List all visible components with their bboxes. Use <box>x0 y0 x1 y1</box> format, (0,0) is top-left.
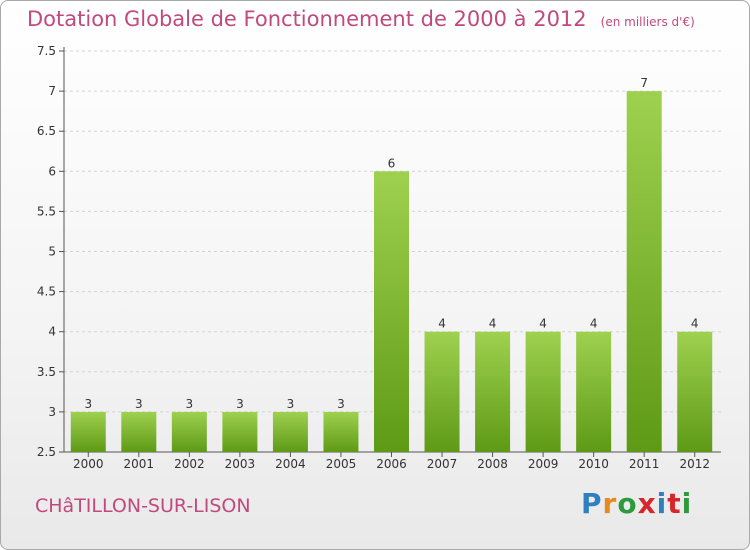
y-tick-label: 6.5 <box>37 124 56 138</box>
data-label: 3 <box>84 397 92 411</box>
logo-letter: r <box>602 487 618 520</box>
y-tick-label: 4 <box>48 325 56 339</box>
bar <box>171 411 207 452</box>
y-tick-label: 3 <box>48 405 56 419</box>
logo-letter: x <box>637 487 657 520</box>
bar <box>475 331 511 452</box>
bar <box>121 411 157 452</box>
bar <box>70 411 106 452</box>
bar <box>374 171 409 453</box>
logo-letter: P <box>581 487 603 520</box>
bar <box>424 331 460 452</box>
data-label: 3 <box>135 397 143 411</box>
bar <box>576 331 612 452</box>
logo-letter: i <box>681 487 693 520</box>
x-tick-label: 2009 <box>528 457 559 471</box>
chart-title: Dotation Globale de Fonctionnement de 20… <box>27 7 695 31</box>
data-label: 3 <box>287 397 295 411</box>
y-tick-labels: 2.5 3 3.5 4 4.5 5 5.5 6 6.5 7 7.5 <box>37 44 56 459</box>
x-tick-label: 2011 <box>629 457 660 471</box>
data-labels: 3 3 3 3 3 3 6 4 4 4 4 7 4 <box>84 76 698 411</box>
x-tick-label: 2001 <box>124 457 155 471</box>
data-label: 4 <box>691 317 699 331</box>
data-label: 4 <box>539 317 547 331</box>
y-tick-label: 5.5 <box>37 204 56 218</box>
bar <box>323 411 359 452</box>
proxiti-logo: Proxiti <box>581 487 692 520</box>
bar <box>525 331 561 452</box>
data-label: 6 <box>388 156 396 170</box>
data-label: 3 <box>186 397 194 411</box>
data-label: 3 <box>236 397 244 411</box>
chart-subtitle: (en milliers d'€) <box>600 15 695 29</box>
y-tick-label: 7.5 <box>37 44 56 58</box>
bar <box>272 411 308 452</box>
x-tick-label: 2003 <box>225 457 256 471</box>
y-tick-label: 5 <box>48 245 56 259</box>
logo-letter: o <box>617 487 638 520</box>
x-tick-label: 2008 <box>477 457 508 471</box>
x-tick-labels: 2000 2001 2002 2003 2004 2005 2006 2007 2008 2009… <box>73 457 710 471</box>
y-tick-label: 7 <box>48 84 56 98</box>
chart-title-text: Dotation Globale de Fonctionnement de 20… <box>27 7 587 31</box>
x-tick-label: 2000 <box>73 457 104 471</box>
data-label: 7 <box>640 76 648 90</box>
x-tick-label: 2002 <box>174 457 205 471</box>
y-tick-label: 4.5 <box>37 285 56 299</box>
bar <box>677 331 713 452</box>
y-tick-label: 3.5 <box>37 365 56 379</box>
data-label: 3 <box>337 397 345 411</box>
bars <box>70 91 713 453</box>
data-label: 4 <box>438 317 446 331</box>
logo-letter: t <box>667 487 682 520</box>
bar <box>626 91 662 452</box>
logo-letter: i <box>656 487 668 520</box>
x-tick-label: 2007 <box>427 457 458 471</box>
city-name: CHâTILLON-SUR-LISON <box>35 495 251 517</box>
gridlines <box>64 50 721 413</box>
x-tick-label: 2004 <box>275 457 306 471</box>
x-tick-label: 2010 <box>578 457 609 471</box>
data-label: 4 <box>590 317 598 331</box>
y-tick-label: 6 <box>48 164 56 178</box>
x-tick-label: 2012 <box>679 457 710 471</box>
y-tick-label: 2.5 <box>37 445 56 459</box>
bar <box>222 411 258 452</box>
x-tick-label: 2006 <box>376 457 407 471</box>
data-label: 4 <box>489 317 497 331</box>
x-tick-label: 2005 <box>326 457 357 471</box>
